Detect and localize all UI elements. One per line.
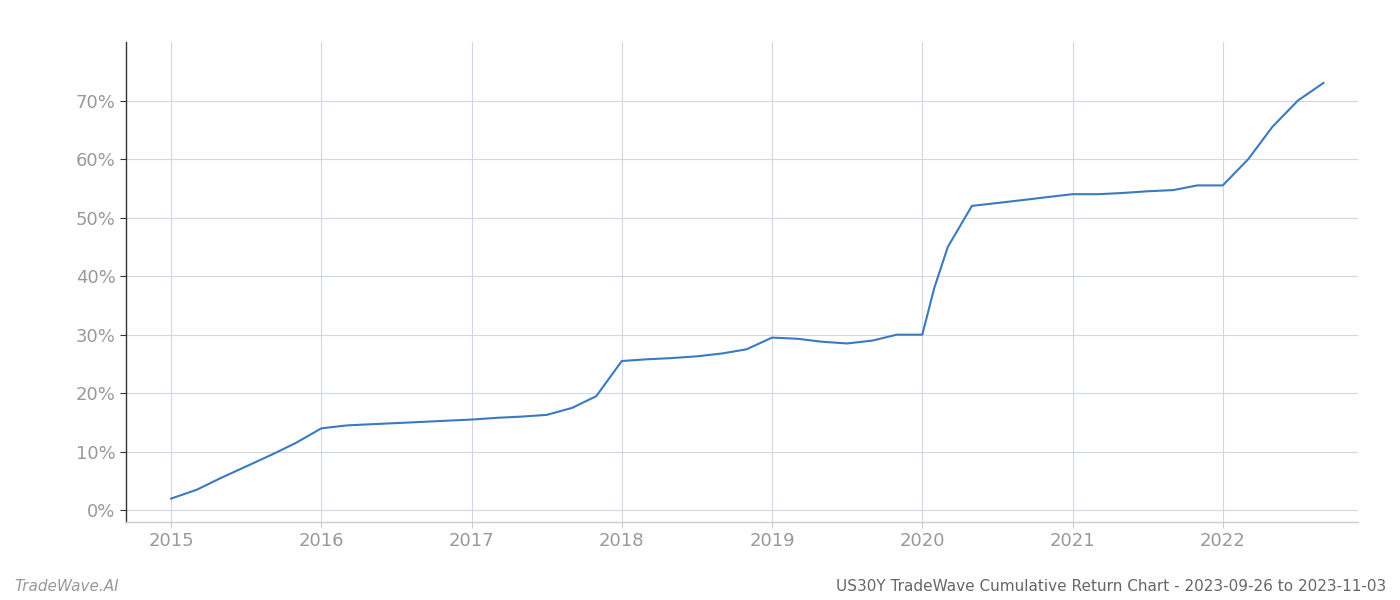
Text: US30Y TradeWave Cumulative Return Chart - 2023-09-26 to 2023-11-03: US30Y TradeWave Cumulative Return Chart … bbox=[836, 579, 1386, 594]
Text: TradeWave.AI: TradeWave.AI bbox=[14, 579, 119, 594]
